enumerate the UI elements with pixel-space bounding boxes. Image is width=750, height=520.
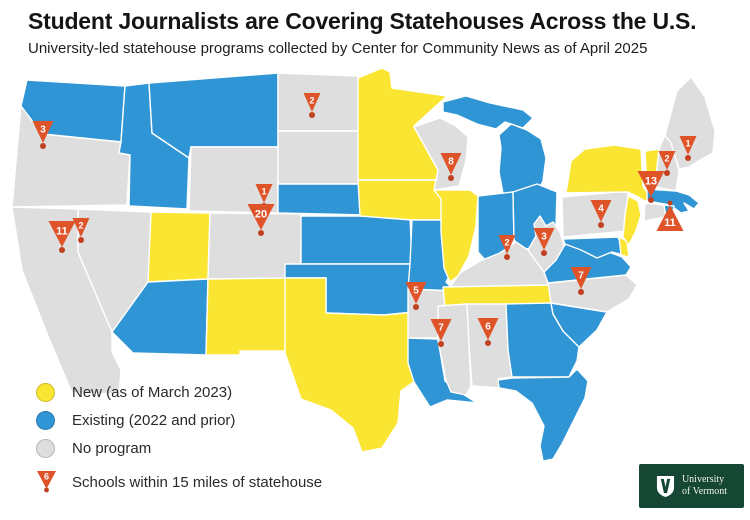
statehouse-marker-wv: 3 [533,228,555,256]
state-az [111,278,209,356]
state-nd [277,72,359,132]
marker-count-pa: 4 [598,203,604,214]
state-me [664,76,716,170]
uvm-logo: University of Vermont [639,464,744,508]
state-nj [622,195,642,246]
state-al [466,303,513,389]
existing-swatch-icon [36,410,55,430]
marker-count-nd: 2 [309,96,314,106]
statehouse-marker-ar: 5 [405,282,427,310]
marker-count-me: 1 [685,139,690,149]
uvm-logo-line1: University [681,474,725,485]
marker-count-nc: 7 [578,270,584,281]
legend-label-new: New (as of March 2023) [72,383,233,401]
uvm-logo-line2: of Vermont [681,486,728,497]
state-ut [147,211,211,283]
statehouse-marker-wi: 8 [440,153,462,181]
legend-label-marker: Schools within 15 miles of statehouse [72,473,323,491]
legend-row-new: New (as of March 2023) [36,378,366,406]
state-mi_up [442,95,534,130]
statehouse-marker-ca: 11 [48,221,76,253]
marker-count-ct: 13 [645,175,657,187]
page-title: Student Journalists are Covering Stateho… [28,8,697,34]
marker-count-al: 6 [485,321,491,332]
marker-count-ma: 11 [664,217,676,229]
new-swatch-icon [36,382,55,402]
legend-row-marker: 6 Schools within 15 miles of statehouse [36,468,366,496]
statehouse-marker-nc: 7 [570,267,592,295]
marker-count-ms: 7 [438,322,444,333]
statehouse-marker-me: 1 [679,136,697,161]
marker-count-ky: 2 [504,238,509,248]
statehouse-marker-nv: 2 [72,218,90,243]
statehouse-marker-ma: 11 [656,200,684,231]
state-ks [300,215,413,265]
statehouse-marker-nh: 2 [658,151,676,176]
state-ct [643,202,667,222]
marker-count-wi: 8 [448,156,454,167]
no-program-swatch-icon [36,438,55,458]
state-sd [277,130,363,185]
state-nm [205,277,288,356]
marker-count-wy: 1 [261,187,266,197]
legend: New (as of March 2023) Existing (2022 an… [36,378,366,496]
marker-count-ar: 5 [413,285,419,296]
legend-label-none: No program [72,439,152,457]
statehouse-marker-al: 6 [477,318,499,346]
uvm-shield-icon [656,475,675,497]
state-pa [561,190,633,238]
page-subtitle: University-led statehouse programs colle… [28,40,648,57]
marker-count-ca: 11 [56,225,68,237]
legend-marker-badge: 6 [44,472,49,482]
marker-count-wa: 3 [40,124,46,135]
statehouse-marker-icon: 6 [37,471,56,493]
statehouse-marker-ct: 13 [637,171,665,203]
marker-count-nv: 2 [78,221,83,231]
state-fl [497,368,589,462]
state-ma [646,188,700,214]
marker-count-wv: 3 [541,231,547,242]
marker-count-nh: 2 [664,154,669,164]
statehouse-marker-ms: 7 [430,319,452,347]
legend-row-existing: Existing (2022 and prior) [36,406,366,434]
marker-count-co: 20 [255,208,267,220]
state-ia [357,179,448,221]
uvm-logo-text: University of Vermont [682,474,727,498]
statehouse-marker-co: 20 [247,204,275,236]
statehouse-marker-ky: 2 [498,235,516,260]
state-tx [284,277,416,453]
legend-row-none: No program [36,434,366,462]
legend-label-existing: Existing (2022 and prior) [72,411,236,429]
state-mi_lp [498,123,547,205]
statehouse-marker-nd: 2 [303,93,321,118]
statehouse-marker-pa: 4 [590,200,612,228]
statehouse-marker-wa: 3 [32,121,54,149]
